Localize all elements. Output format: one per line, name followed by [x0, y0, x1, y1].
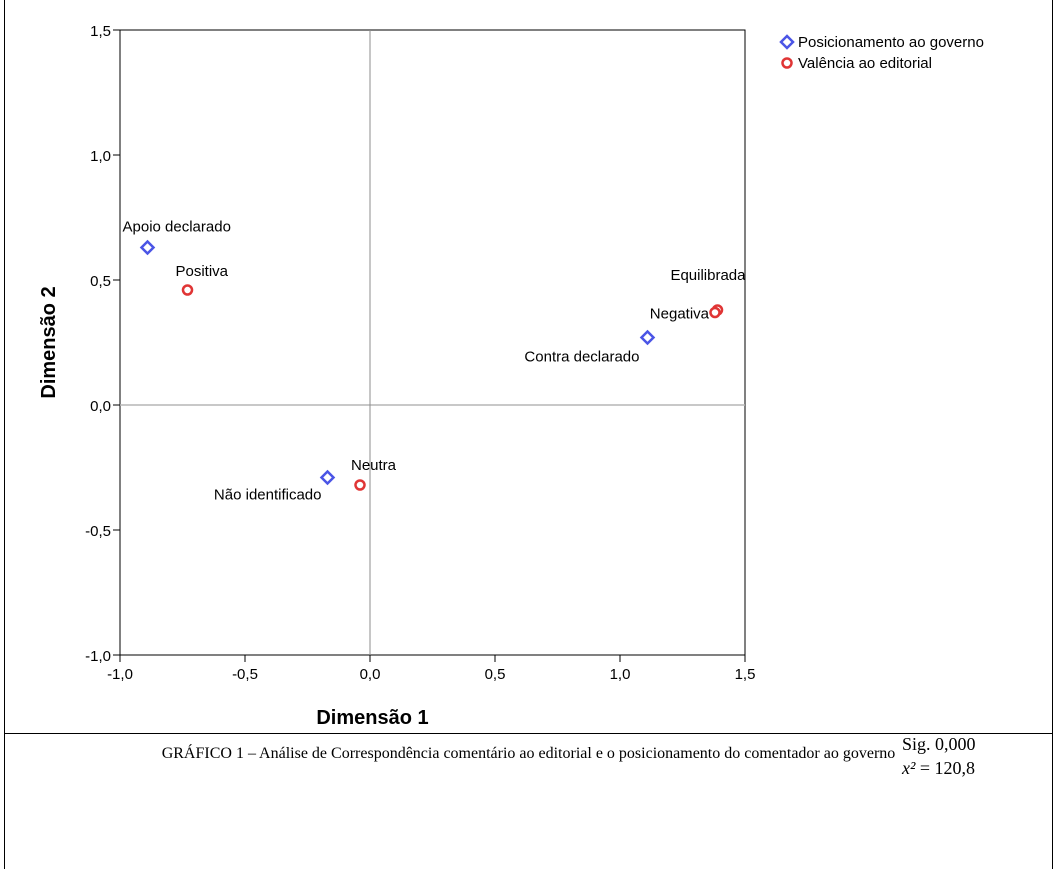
point-label: Equilibrada [670, 267, 746, 284]
point-label: Negativa [650, 306, 710, 323]
circle-marker [181, 284, 194, 296]
circle-marker [781, 57, 793, 69]
significance-text: Sig. 0,000 [902, 734, 976, 754]
diamond-marker [139, 239, 156, 256]
x-tick-label: 0,5 [485, 666, 506, 683]
caption-divider [4, 733, 1053, 734]
y-tick-label: 0,0 [90, 398, 111, 415]
point-label: Contra declarado [524, 349, 639, 366]
statistics-block: Sig. 0,000 x² = 120,8 [902, 732, 1042, 780]
y-tick-label: -1,0 [85, 648, 111, 665]
x-tick-label: 0,0 [360, 666, 381, 683]
figure-caption: GRÁFICO 1 – Análise de Correspondência c… [161, 745, 896, 762]
plot-frame [119, 29, 746, 656]
y-tick-label: -0,5 [85, 523, 111, 540]
circle-marker [354, 479, 366, 491]
y-tick-label: 0,5 [90, 273, 111, 290]
point-label: Positiva [176, 263, 229, 280]
correspondence-chart: -1,0 -0,5 0,0 0,5 1,0 1,5 -1,0 -0,5 0,0 0,5 1,0 1,5… [38, 23, 984, 729]
circle-marker [709, 306, 721, 319]
chi-square-value: = 120,8 [915, 758, 976, 778]
x-tick-label: 1,0 [610, 666, 631, 683]
legend-entry-label: Valência ao editorial [798, 55, 932, 72]
diamond-marker [639, 329, 656, 346]
y-tick-label: 1,5 [90, 23, 111, 40]
x-tick-label: -0,5 [232, 666, 258, 683]
diamond-marker [319, 469, 336, 486]
figure-frame [4, 0, 1053, 869]
chi-square-text: x² = 120,8 [902, 756, 1042, 780]
point-label: Apoio declarado [123, 219, 231, 236]
x-tick-label: 1,5 [735, 666, 756, 683]
chi-square-symbol: x² [902, 758, 916, 778]
y-axis-title: Dimensão 2 [38, 286, 60, 398]
y-tick-label: 1,0 [90, 148, 111, 165]
diamond-marker [779, 34, 795, 50]
x-axis-title: Dimensão 1 [316, 707, 428, 729]
point-label: Neutra [351, 457, 397, 474]
x-tick-label: -1,0 [107, 666, 133, 683]
point-label: Não identificado [214, 487, 322, 504]
legend-entry-label: Posicionamento ao governo [798, 34, 984, 51]
